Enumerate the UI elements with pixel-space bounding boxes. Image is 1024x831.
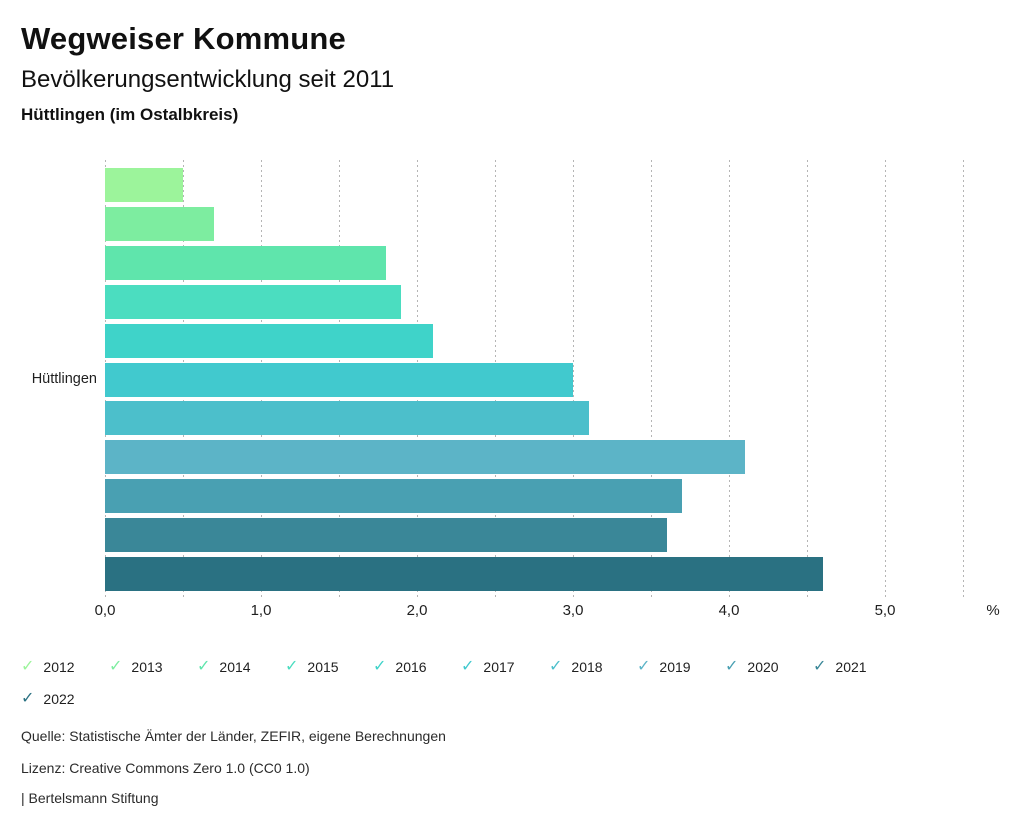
- x-axis-tick-label: 4,0: [718, 602, 740, 619]
- checkmark-icon: ✓: [725, 658, 739, 675]
- x-axis-unit-label: %: [986, 602, 1000, 619]
- chart-subtitle-region: Hüttlingen (im Ostalbkreis): [21, 105, 239, 124]
- legend-item-2019[interactable]: ✓ 2019: [637, 651, 725, 683]
- legend-item-2015[interactable]: ✓ 2015: [285, 651, 373, 683]
- bar-2017[interactable]: [105, 363, 573, 397]
- checkmark-icon: ✓: [285, 658, 299, 675]
- brand-note: | Bertelsmann Stiftung: [21, 790, 159, 806]
- legend-item-label: 2020: [747, 659, 779, 675]
- bar-2020[interactable]: [105, 479, 682, 513]
- gridline: [729, 160, 730, 598]
- legend-item-label: 2018: [571, 659, 603, 675]
- checkmark-icon: ✓: [373, 658, 387, 675]
- legend-item-label: 2012: [43, 659, 75, 675]
- checkmark-icon: ✓: [109, 658, 123, 675]
- legend-item-2014[interactable]: ✓ 2014: [197, 651, 285, 683]
- legend-item-2016[interactable]: ✓ 2016: [373, 651, 461, 683]
- legend-item-label: 2019: [659, 659, 691, 675]
- plot-area: [105, 160, 975, 598]
- bar-2013[interactable]: [105, 207, 214, 241]
- gridline: [651, 160, 652, 598]
- gridline: [573, 160, 574, 598]
- legend-item-label: 2013: [131, 659, 163, 675]
- app-title: Wegweiser Kommune: [21, 21, 346, 56]
- bar-2019[interactable]: [105, 440, 745, 474]
- legend-item-label: 2015: [307, 659, 339, 675]
- chart-title: Bevölkerungsentwicklung seit 2011: [21, 66, 395, 93]
- legend-item-label: 2016: [395, 659, 427, 675]
- x-axis-tick-label: 5,0: [874, 602, 896, 619]
- bar-2014[interactable]: [105, 246, 386, 280]
- checkmark-icon: ✓: [637, 658, 651, 675]
- checkmark-icon: ✓: [461, 658, 475, 675]
- legend-item-2017[interactable]: ✓ 2017: [461, 651, 549, 683]
- checkmark-icon: ✓: [549, 658, 563, 675]
- license-note: Lizenz: Creative Commons Zero 1.0 (CC0 1…: [21, 760, 310, 776]
- legend-item-2022[interactable]: ✓ 2022: [21, 683, 109, 715]
- bar-2022[interactable]: [105, 557, 823, 591]
- legend-item-label: 2014: [219, 659, 251, 675]
- legend-item-2018[interactable]: ✓ 2018: [549, 651, 637, 683]
- x-axis-tick-label: 0,0: [94, 602, 116, 619]
- x-axis-tick-label: 1,0: [250, 602, 272, 619]
- bar-2021[interactable]: [105, 518, 667, 552]
- gridline: [807, 160, 808, 598]
- bar-2016[interactable]: [105, 324, 433, 358]
- x-axis-tick-label: 2,0: [406, 602, 428, 619]
- checkmark-icon: ✓: [21, 690, 35, 707]
- checkmark-icon: ✓: [197, 658, 211, 675]
- legend: ✓ 2012 ✓ 2013 ✓ 2014 ✓ 2015 ✓ 2016 ✓ 2017 ✓ 2018 ✓ 2019…: [21, 651, 921, 715]
- checkmark-icon: ✓: [21, 658, 35, 675]
- legend-item-2020[interactable]: ✓ 2020: [725, 651, 813, 683]
- gridline: [963, 160, 964, 598]
- gridline: [885, 160, 886, 598]
- source-note: Quelle: Statistische Ämter der Länder, Z…: [21, 728, 446, 744]
- legend-item-label: 2021: [835, 659, 867, 675]
- legend-item-label: 2022: [43, 691, 75, 707]
- category-label: Hüttlingen: [31, 371, 97, 387]
- legend-item-2013[interactable]: ✓ 2013: [109, 651, 197, 683]
- bar-2015[interactable]: [105, 285, 401, 319]
- bar-2018[interactable]: [105, 401, 589, 435]
- legend-item-2021[interactable]: ✓ 2021: [813, 651, 901, 683]
- legend-item-2012[interactable]: ✓ 2012: [21, 651, 109, 683]
- bar-2012[interactable]: [105, 168, 183, 202]
- checkmark-icon: ✓: [813, 658, 827, 675]
- legend-item-label: 2017: [483, 659, 515, 675]
- x-axis-tick-label: 3,0: [562, 602, 584, 619]
